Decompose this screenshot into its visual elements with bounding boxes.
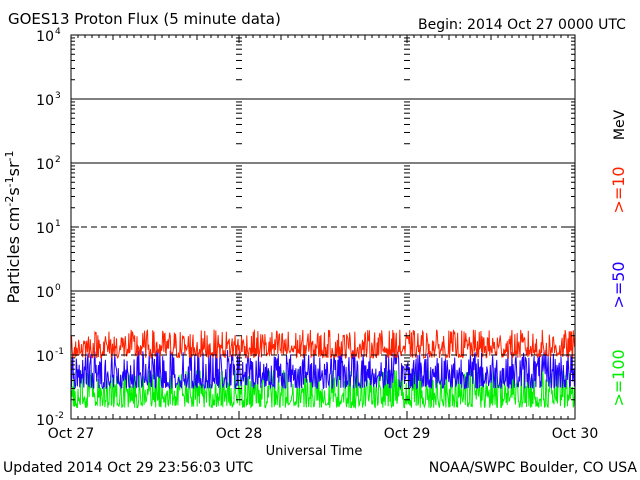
y-tick-exponent: 0 — [55, 283, 61, 293]
legend-label: >=100 — [609, 349, 628, 406]
y-tick-label: 10 — [36, 157, 54, 173]
x-axis-ticks: Oct 27 Oct 28 Oct 29 Oct 30 — [48, 35, 598, 442]
series-line-ge50 — [70, 349, 576, 390]
legend-item: >=10 — [609, 166, 628, 213]
x-tick-label: Oct 29 — [384, 426, 430, 442]
legend-item: >=100 — [609, 349, 628, 406]
y-tick-exponent: 3 — [55, 91, 61, 101]
y-tick-exponent: 1 — [55, 219, 61, 229]
begin-time: Begin: 2014 Oct 27 0000 UTC — [418, 17, 626, 33]
credit-line: NOAA/SWPC Boulder, CO USA — [429, 460, 638, 476]
y-tick-label: 10 — [36, 29, 54, 45]
x-tick-label: Oct 28 — [216, 426, 262, 442]
legend-label: >=10 — [609, 166, 628, 213]
chart-title: GOES13 Proton Flux (5 minute data) — [8, 10, 281, 28]
y-tick-label: 10 — [36, 221, 54, 237]
series-line-ge10 — [70, 328, 576, 360]
y-tick-label: 10 — [36, 349, 54, 365]
legend-item: >=50 — [609, 261, 628, 308]
y-tick-exponent: -2 — [55, 411, 64, 421]
y-tick-exponent: 4 — [55, 27, 61, 37]
legend: >=10 >=50 >=100 — [609, 166, 628, 406]
updated-timestamp: Updated 2014 Oct 29 23:56:03 UTC — [3, 460, 253, 476]
x-tick-label: Oct 27 — [48, 426, 94, 442]
y-tick-label: 10 — [36, 413, 54, 429]
y-tick-label: 10 — [36, 93, 54, 109]
legend-label: >=50 — [609, 261, 628, 308]
grid-lines — [71, 98, 575, 356]
energy-unit-label: MeV — [612, 109, 628, 140]
y-axis-label: Particles cm-2s-1sr-1 — [3, 150, 23, 303]
y-tick-exponent: -1 — [55, 347, 64, 357]
day-boundary-ticks — [236, 37, 410, 420]
y-tick-label: 10 — [36, 285, 54, 301]
y-tick-exponent: 2 — [55, 155, 61, 165]
x-tick-label: Oct 30 — [552, 426, 598, 442]
data-series — [70, 328, 576, 409]
x-axis-label: Universal Time — [266, 444, 363, 459]
